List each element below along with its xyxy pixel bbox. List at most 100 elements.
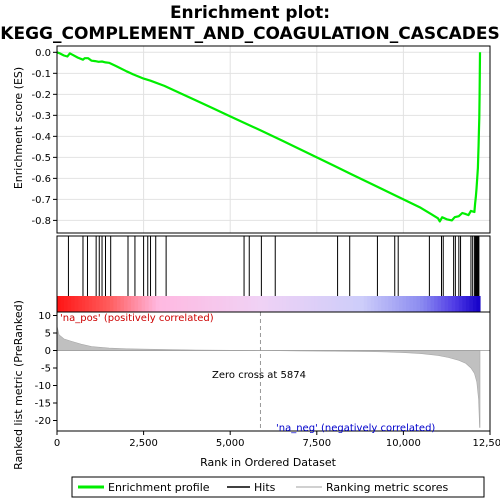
heat-bar-segment [74, 296, 79, 312]
rank-y-tick-label: -15 [35, 399, 51, 410]
rank-y-tick-label: -5 [41, 364, 51, 375]
x-tick-label: 2,500 [129, 438, 158, 449]
negative-correlation-label: 'na_neg' (negatively correlated) [276, 423, 435, 434]
heat-bar-segment [314, 296, 319, 312]
heat-bar-segment [268, 296, 273, 312]
heat-bar-segment [219, 296, 224, 312]
es-y-tick-label: -0.1 [31, 69, 51, 80]
heat-bar-segment [134, 296, 139, 312]
heat-bar-segment [282, 296, 287, 312]
heat-bar-segment [240, 296, 245, 312]
heat-bar-segment [166, 296, 171, 312]
x-tick-label: 10,000 [386, 438, 421, 449]
ranked-metric-panel: 10 5 0 -5 -10 -15 -20 [35, 311, 491, 432]
legend-box [71, 476, 485, 498]
x-tick-label: 7,500 [302, 438, 331, 449]
heat-bar-segment [57, 296, 62, 312]
hits-panel [56, 235, 491, 313]
heat-bar-segment [462, 296, 467, 312]
heat-bar-segment [370, 296, 375, 312]
heat-bar-segment [120, 296, 125, 312]
heat-bar-segment [106, 296, 111, 312]
heat-bar-segment [303, 296, 308, 312]
es-y-tick-label: -0.8 [31, 216, 51, 227]
heat-bar-segment [159, 296, 164, 312]
x-tick-label: 5,000 [216, 438, 245, 449]
heat-bar-segment [173, 296, 178, 312]
heat-bar-segment [145, 296, 150, 312]
heat-bar-segment [257, 296, 263, 312]
heat-bar-segment [472, 296, 478, 312]
heat-bar-segment [183, 296, 189, 312]
heat-bar-segment [250, 296, 255, 312]
heat-bar-segment [222, 296, 227, 312]
es-y-tick-label: -0.3 [31, 111, 51, 122]
heat-bar-segment [261, 296, 266, 312]
heat-bar-segment [229, 296, 234, 312]
heat-bar-segment [162, 296, 167, 312]
heat-bar-segment [300, 296, 305, 312]
heat-bar-segment [236, 296, 241, 312]
heat-bar-segment [444, 296, 449, 312]
heat-bar-segment [455, 296, 460, 312]
heat-bar-segment [374, 296, 379, 312]
heat-bar-segment [138, 296, 143, 312]
heat-bar-segment [391, 296, 396, 312]
heat-bar-segment [187, 296, 192, 312]
heat-bar-segment [109, 296, 114, 312]
heat-bar-segment [296, 296, 301, 312]
heat-bar-segment [356, 296, 361, 312]
heat-bar-segment [279, 296, 284, 312]
heat-bar-segment [321, 296, 326, 312]
heat-bar-segment [307, 296, 312, 312]
x-tick-label: 12,500 [473, 438, 500, 449]
heat-bar-segment [430, 296, 435, 312]
heat-bar-segment [342, 296, 347, 312]
legend-hits-label: Hits [254, 481, 276, 494]
legend: Enrichment profile Hits Ranking metric s… [71, 476, 485, 498]
heat-bar-segment [60, 296, 65, 312]
heat-bar-segment [88, 296, 93, 312]
heat-bar-segment [99, 296, 104, 312]
heat-bar-segment [205, 296, 210, 312]
rank-y-tick-label: 5 [45, 329, 51, 340]
heat-bar-segment [247, 296, 252, 312]
heat-bar-segment [201, 296, 206, 312]
heat-bar-segment [458, 296, 463, 312]
heat-bar-segment [92, 296, 97, 312]
heat-bar-segment [293, 296, 298, 312]
es-plot-area [57, 46, 490, 233]
enrichment-score-panel: 0.0 -0.1 -0.2 -0.3 -0.4 -0.5 -0.6 -0.7 -0.8 [31, 45, 491, 234]
es-y-tick-label: -0.5 [31, 153, 51, 164]
heat-bar-segment [381, 296, 386, 312]
heat-bar-segment [194, 296, 199, 312]
heat-bar-segment [148, 296, 153, 312]
rank-y-tick-label: 0 [45, 346, 51, 357]
heat-bar-segment [197, 296, 203, 312]
heat-bar-segment [169, 296, 174, 312]
rank-y-tick-label: 10 [38, 311, 51, 322]
heat-bar-segment [338, 296, 344, 312]
es-y-tick-label: -0.7 [31, 195, 51, 206]
heat-bar-segment [353, 296, 358, 312]
rank-y-tick-label: -10 [35, 381, 51, 392]
es-y-axis-label: Enrichment score (ES) [12, 67, 25, 189]
heat-bar-segment [141, 296, 146, 312]
zero-cross-label: Zero cross at 5874 [212, 370, 306, 381]
chart-title-line-2: KEGG_COMPLEMENT_AND_COAGULATION_CASCADES [0, 24, 499, 44]
heat-bar-segment [289, 296, 294, 312]
heat-bar-segment [412, 296, 418, 312]
heat-bar-segment [113, 296, 118, 312]
heat-bar-segment [367, 296, 372, 312]
heat-bar-segment [448, 296, 453, 312]
heat-bar-segment [328, 296, 333, 312]
enrichment-profile-line [56, 51, 482, 223]
rank-plot-area [57, 312, 490, 431]
heat-bar-segment [67, 296, 72, 312]
x-axis: 0 2,500 5,000 7,500 10,000 12,500 [54, 431, 500, 449]
heat-bar-segment [363, 296, 368, 312]
heat-bar-segment [190, 296, 196, 312]
legend-ranking-metric-label: Ranking metric scores [326, 481, 448, 494]
heat-bar-segment [324, 296, 329, 312]
